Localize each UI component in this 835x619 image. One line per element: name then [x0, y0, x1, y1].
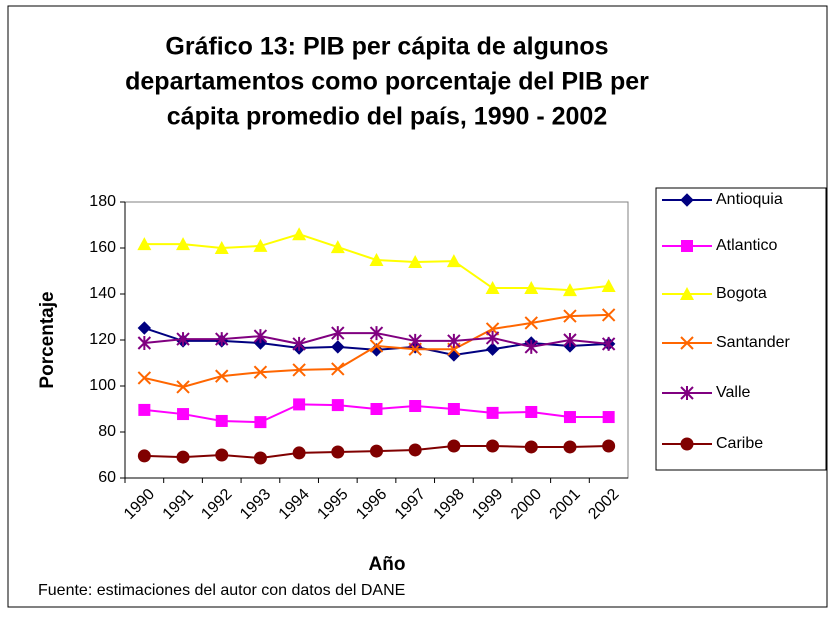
data-point [176, 380, 190, 394]
data-point [486, 439, 500, 453]
data-point [409, 400, 422, 413]
legend-label: Atlantico [716, 237, 777, 254]
data-point [601, 336, 616, 351]
data-point [447, 403, 460, 415]
data-point [177, 408, 190, 421]
data-point [369, 339, 384, 353]
data-point [369, 252, 384, 266]
data-point [331, 445, 345, 459]
data-point [485, 281, 500, 295]
data-point [525, 405, 538, 418]
legend-marker [680, 193, 694, 207]
data-point [253, 451, 267, 465]
data-point [292, 227, 307, 241]
data-point [215, 414, 228, 427]
data-point [446, 254, 461, 268]
legend-marker [681, 240, 693, 252]
legend-marker [680, 386, 694, 400]
legend-label: Caribe [716, 435, 763, 452]
y-tick-label: 120 [89, 331, 116, 348]
data-point [562, 283, 577, 297]
data-point [408, 443, 422, 457]
data-point [331, 362, 345, 376]
data-point [292, 363, 306, 377]
y-axis-label: Porcentaje [37, 291, 58, 388]
y-tick-label: 100 [89, 377, 116, 394]
data-point [330, 240, 345, 254]
data-point [331, 340, 345, 354]
data-point [602, 411, 615, 424]
data-point [563, 309, 577, 323]
data-point [524, 281, 539, 295]
data-point [253, 238, 268, 252]
legend-label: Bogota [716, 285, 767, 302]
y-tick-label: 60 [98, 469, 116, 486]
data-point [138, 403, 151, 416]
x-axis-label: Año [369, 554, 406, 575]
y-tick-label: 140 [89, 285, 116, 302]
legend-label: Antioquia [716, 191, 783, 208]
data-point [370, 403, 383, 415]
data-point [486, 406, 499, 419]
chart-title: Gráfico 13: PIB per cápita de algunos [165, 33, 608, 61]
data-point [214, 241, 229, 254]
legend-marker [680, 287, 694, 300]
data-point [524, 339, 538, 354]
data-point [254, 416, 267, 429]
data-point [447, 333, 461, 348]
data-point [215, 369, 229, 383]
data-point [485, 342, 500, 356]
data-point [331, 399, 344, 412]
data-point [370, 444, 383, 458]
data-point [137, 335, 152, 350]
legend [655, 187, 827, 471]
legend-marker [680, 437, 694, 451]
data-point [137, 449, 151, 463]
chart-title: departamentos como porcentaje del PIB pe… [125, 68, 649, 96]
data-point [524, 440, 538, 454]
data-point [176, 450, 190, 464]
y-tick-label: 80 [98, 423, 116, 440]
data-point [293, 398, 306, 411]
data-point [253, 365, 268, 379]
chart-title: cápita promedio del país, 1990 - 2002 [167, 103, 607, 131]
data-point [408, 333, 422, 348]
data-point [369, 326, 384, 341]
data-point [137, 237, 152, 251]
data-point [524, 316, 538, 330]
data-point [485, 330, 500, 345]
legend-label: Valle [716, 384, 750, 401]
data-point [176, 237, 191, 251]
data-point [447, 439, 461, 453]
data-point [331, 326, 345, 341]
y-tick-label: 160 [89, 239, 116, 256]
data-point [563, 333, 577, 347]
legend-label: Santander [716, 334, 791, 351]
data-point [601, 308, 616, 322]
legend-marker [680, 336, 694, 350]
data-point [215, 448, 229, 462]
source-note: Fuente: estimaciones del autor con datos… [38, 582, 405, 599]
data-point [137, 371, 152, 385]
data-point [601, 278, 616, 292]
data-point [292, 336, 306, 351]
data-point [292, 446, 306, 460]
data-point [563, 440, 577, 454]
data-point [408, 255, 423, 269]
data-point [253, 329, 268, 344]
data-point [137, 321, 152, 335]
data-point [602, 439, 616, 453]
data-point [176, 332, 190, 347]
data-point [215, 332, 229, 347]
data-point [563, 411, 576, 424]
y-tick-label: 180 [89, 193, 116, 210]
